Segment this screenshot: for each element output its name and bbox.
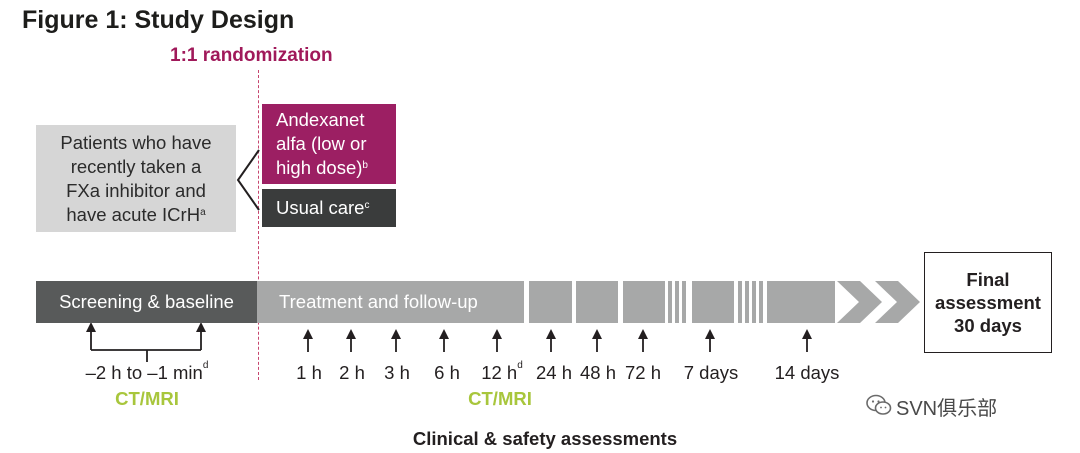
timepoint-label-text: 7 days bbox=[683, 362, 739, 383]
timepoint-arrow-head bbox=[492, 329, 502, 339]
timepoint-label-text: 12 h bbox=[481, 362, 518, 383]
timepoint-arrow-head bbox=[391, 329, 401, 339]
timepoint-label-text: 6 h bbox=[434, 362, 460, 383]
timepoint-label: 6 h bbox=[434, 362, 460, 384]
timeline-stripe bbox=[745, 281, 749, 323]
screening-phase-bar: Screening & baseline bbox=[36, 281, 257, 323]
timeline-segment-14d bbox=[767, 281, 835, 323]
randomization-label: 1:1 randomization bbox=[170, 45, 333, 66]
timeline-stripe bbox=[675, 281, 679, 323]
timepoint-arrow-head bbox=[802, 329, 812, 339]
usual-care-label: Usual care bbox=[276, 197, 365, 218]
timepoint-label: 2 h bbox=[339, 362, 365, 384]
timepoint-label: 14 days bbox=[775, 362, 840, 384]
timepoint-label: 24 h bbox=[536, 362, 572, 384]
timeline-stripe bbox=[738, 281, 742, 323]
chevron-1 bbox=[837, 281, 882, 323]
timepoint-arrow-head bbox=[303, 329, 313, 339]
randomization-divider bbox=[258, 70, 259, 380]
andexanet-arm-box: Andexanet alfa (low or high dose)b bbox=[262, 104, 396, 184]
timeline-segment-72h bbox=[623, 281, 665, 323]
timepoint-arrow-head bbox=[705, 329, 715, 339]
timepoint-label-text: 14 days bbox=[774, 362, 840, 383]
timeline-stripe bbox=[759, 281, 763, 323]
timepoint-arrows bbox=[303, 329, 812, 352]
wechat-icon bbox=[866, 394, 892, 415]
timeline-segment-48h bbox=[576, 281, 618, 323]
timeline-segment-7d bbox=[692, 281, 734, 323]
timepoint-label: 7 days bbox=[684, 362, 739, 384]
timepoint-arrow-head bbox=[346, 329, 356, 339]
final-assessment-box: Final assessment 30 days bbox=[924, 252, 1052, 353]
final-line-2: assessment bbox=[935, 292, 1041, 313]
andexanet-footnote: b bbox=[362, 160, 368, 171]
baseline-arrow-right-head bbox=[196, 322, 206, 332]
baseline-timepoint-text: –2 h to –1 min bbox=[85, 362, 203, 383]
population-footnote: a bbox=[200, 206, 206, 218]
timepoint-label: 3 h bbox=[384, 362, 410, 384]
watermark-text: SVN俱乐部 bbox=[896, 398, 998, 420]
timepoint-label-text: 2 h bbox=[339, 362, 365, 383]
population-line-4: have acute ICrH bbox=[66, 203, 201, 225]
usual-care-footnote: c bbox=[364, 200, 370, 211]
timepoint-label: 1 h bbox=[296, 362, 322, 384]
chevron-2 bbox=[875, 281, 920, 323]
timeline-stripe bbox=[752, 281, 756, 323]
timepoint-label: 72 h bbox=[625, 362, 661, 384]
baseline-timepoint-footnote: d bbox=[202, 360, 209, 371]
timepoint-arrow-head bbox=[638, 329, 648, 339]
timepoint-footnote: d bbox=[517, 360, 523, 371]
baseline-imaging-label: CT/MRI bbox=[115, 388, 179, 409]
baseline-arrow-left-head bbox=[86, 322, 96, 332]
population-line-1: Patients who have bbox=[60, 131, 212, 153]
treatment-phase-bar: Treatment and follow-up bbox=[257, 281, 524, 323]
population-line-2: recently taken a bbox=[70, 155, 202, 177]
followup-imaging-label: CT/MRI bbox=[468, 388, 532, 409]
final-line-3: 30 days bbox=[954, 315, 1022, 336]
population-line-3: FXa inhibitor and bbox=[66, 179, 206, 201]
timepoint-label-text: 72 h bbox=[624, 362, 662, 383]
timepoint-label-text: 1 h bbox=[296, 362, 322, 383]
timepoint-label-text: 24 h bbox=[535, 362, 573, 383]
figure-title: Figure 1: Study Design bbox=[22, 6, 295, 34]
usual-care-arm-box: Usual carec bbox=[262, 189, 396, 227]
branch-connector bbox=[236, 149, 260, 211]
timepoint-arrow-head bbox=[439, 329, 449, 339]
timeline-stripe bbox=[682, 281, 686, 323]
timepoint-label: 12 hd bbox=[481, 360, 523, 384]
timeline-stripe bbox=[668, 281, 672, 323]
andexanet-line-1: Andexanet bbox=[276, 109, 365, 130]
timepoint-label-text: 48 h bbox=[579, 362, 617, 383]
andexanet-line-3: high dose) bbox=[276, 157, 363, 178]
timeline-segment-24h bbox=[529, 281, 572, 323]
timepoint-arrow-head bbox=[546, 329, 556, 339]
timepoint-arrow-head bbox=[592, 329, 602, 339]
andexanet-line-2: alfa (low or bbox=[276, 133, 367, 154]
patient-population-box: Patients who have recently taken a FXa i… bbox=[36, 125, 236, 232]
timepoint-label-text: 3 h bbox=[384, 362, 410, 383]
assessments-label: Clinical & safety assessments bbox=[412, 428, 678, 449]
timepoint-label: 48 h bbox=[580, 362, 616, 384]
baseline-timepoint-label: –2 h to –1 mind bbox=[85, 360, 209, 384]
final-line-1: Final bbox=[966, 269, 1010, 290]
